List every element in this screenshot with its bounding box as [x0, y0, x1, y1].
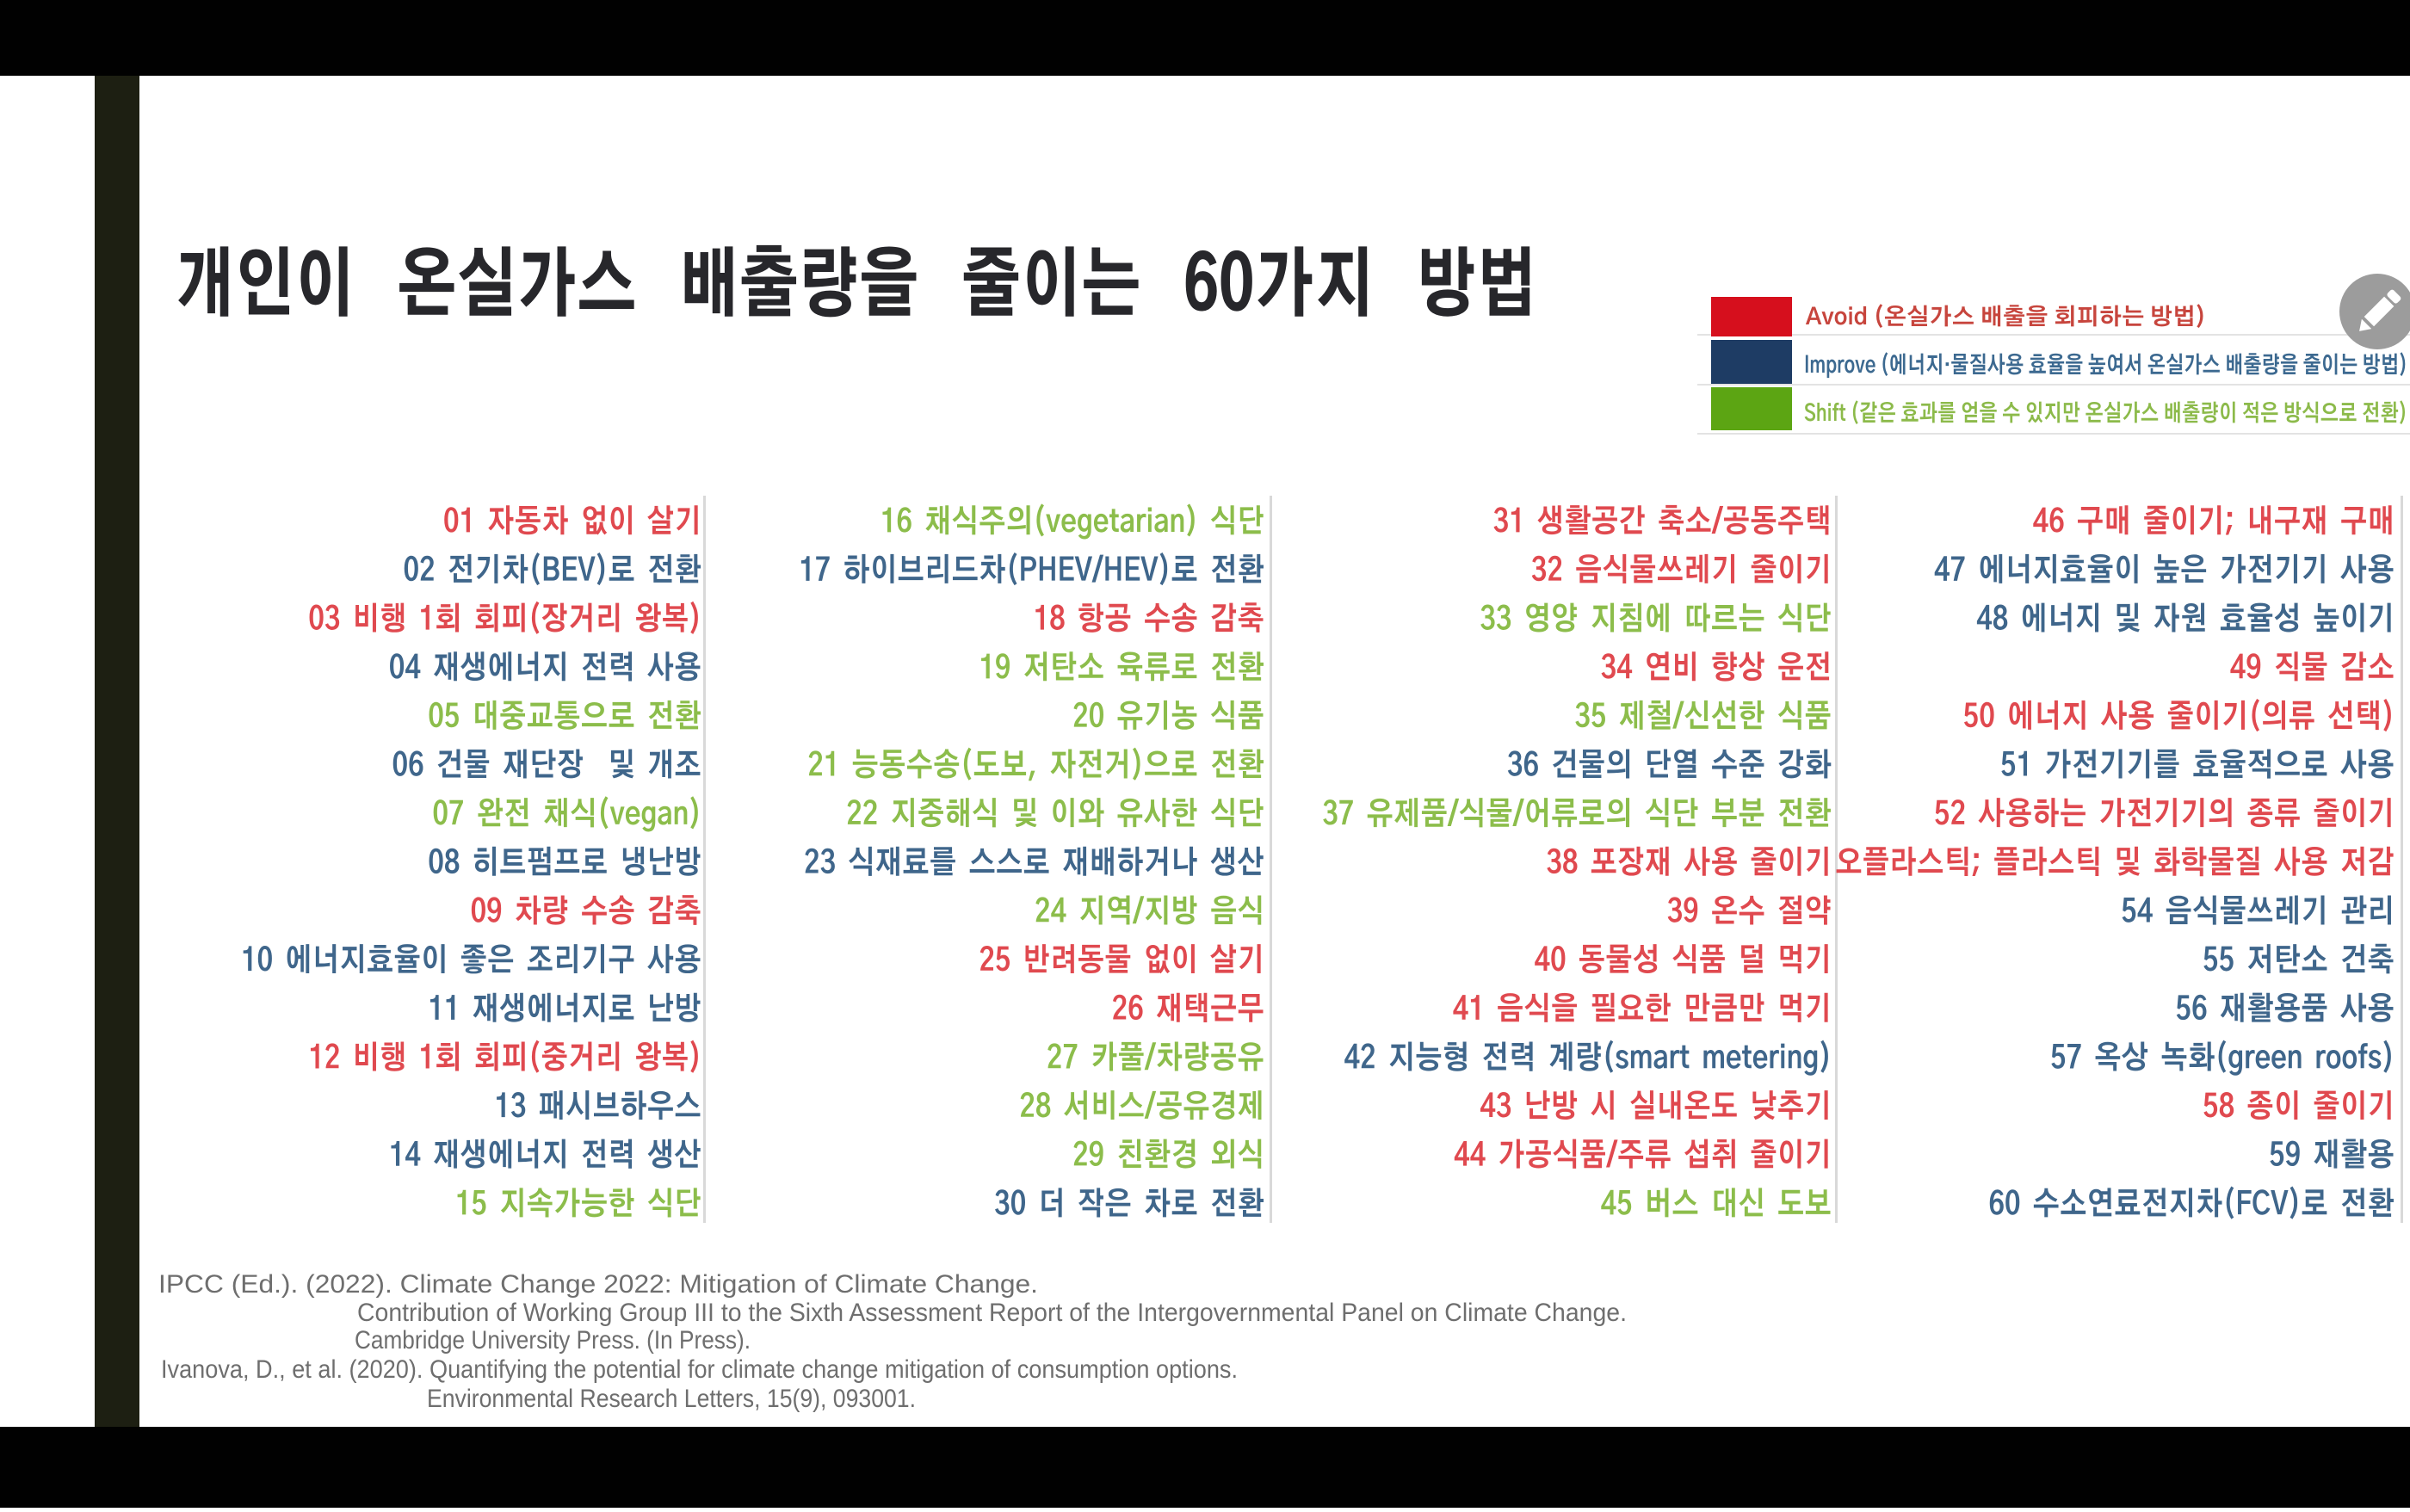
svg-text:Ivanova, D., et al. (2020). Qu: Ivanova, D., et al. (2020). Quantifying …	[161, 1355, 1238, 1384]
svg-text:IPCC (Ed.). (2022). Climate Ch: IPCC (Ed.). (2022). Climate Change 2022:…	[158, 1270, 1038, 1299]
svg-text:Environmental Research Letters: Environmental Research Letters, 15(9), 0…	[427, 1385, 916, 1413]
svg-text:Contribution of Working Group: Contribution of Working Group III to the…	[357, 1299, 1627, 1327]
svg-text:Cambridge University Press. (I: Cambridge University Press. (In Press).	[355, 1326, 751, 1355]
